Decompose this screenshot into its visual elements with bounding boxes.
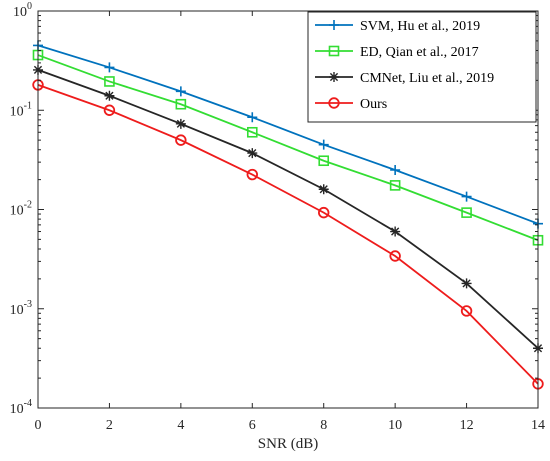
legend: SVM, Hu et al., 2019 ED, Qian et al., 201… <box>307 11 537 123</box>
series <box>32 79 544 390</box>
series-point <box>246 126 258 138</box>
legend-item: ED, Qian et al., 2017 <box>315 45 479 60</box>
series-point <box>104 62 115 73</box>
series-line <box>37 84 539 385</box>
series-line <box>37 44 539 225</box>
x-tick-label: 0 <box>35 418 42 433</box>
series-point <box>318 206 330 219</box>
x-tick-label: 14 <box>531 418 545 433</box>
series-point <box>175 86 186 97</box>
series-point <box>318 184 329 195</box>
legend-label: ED, Qian et al., 2017 <box>360 45 479 60</box>
series-point <box>175 98 187 110</box>
series-point <box>175 134 187 146</box>
legend-label: SVM, Hu et al., 2019 <box>360 19 480 34</box>
x-tick-label: 10 <box>388 418 402 433</box>
y-tick-label: 10-3 <box>10 299 32 318</box>
series-point <box>247 148 258 159</box>
series-point <box>461 207 472 218</box>
series-point <box>318 155 330 167</box>
x-axis-label: SNR (dB) <box>258 436 318 452</box>
series-point <box>318 139 329 150</box>
series-point <box>246 168 258 181</box>
series-point <box>389 250 401 262</box>
series-line <box>37 54 539 242</box>
y-tick-labels: 100 10-1 10-2 10-3 10-4 <box>10 1 32 417</box>
legend-label: Ours <box>360 97 387 112</box>
x-tick-label: 12 <box>460 418 474 433</box>
series-point <box>460 305 473 317</box>
series-point <box>461 191 472 202</box>
series-layer <box>32 40 544 390</box>
x-tick-label: 6 <box>249 418 256 433</box>
series-point <box>390 165 401 176</box>
x-tick-label: 4 <box>177 418 184 433</box>
series-point <box>247 112 258 123</box>
y-tick-label: 100 <box>13 1 32 20</box>
series-point <box>328 45 340 57</box>
series-point <box>175 118 186 129</box>
series-point <box>461 278 472 289</box>
x-tick-labels: 0 2 4 6 8 10 12 14 <box>35 418 546 433</box>
x-tick-label: 8 <box>320 418 327 433</box>
series-point <box>103 104 116 116</box>
y-tick-label: 10-1 <box>10 100 32 119</box>
y-tick-label: 10-4 <box>10 398 32 417</box>
series-point <box>390 226 401 237</box>
series-point <box>328 97 340 109</box>
series-point <box>104 90 115 101</box>
legend-label: CMNet, Liu et al., 2019 <box>360 71 494 86</box>
series-point <box>104 76 115 87</box>
series-line <box>37 69 539 349</box>
y-tick-label: 10-2 <box>10 200 32 219</box>
series-point <box>389 180 401 191</box>
legend-item: Ours <box>315 97 387 112</box>
series-point <box>329 20 339 30</box>
x-tick-label: 2 <box>106 418 113 433</box>
legend-item: CMNet, Liu et al., 2019 <box>315 71 494 86</box>
legend-item: SVM, Hu et al., 2019 <box>315 19 480 34</box>
series-point <box>329 72 339 82</box>
